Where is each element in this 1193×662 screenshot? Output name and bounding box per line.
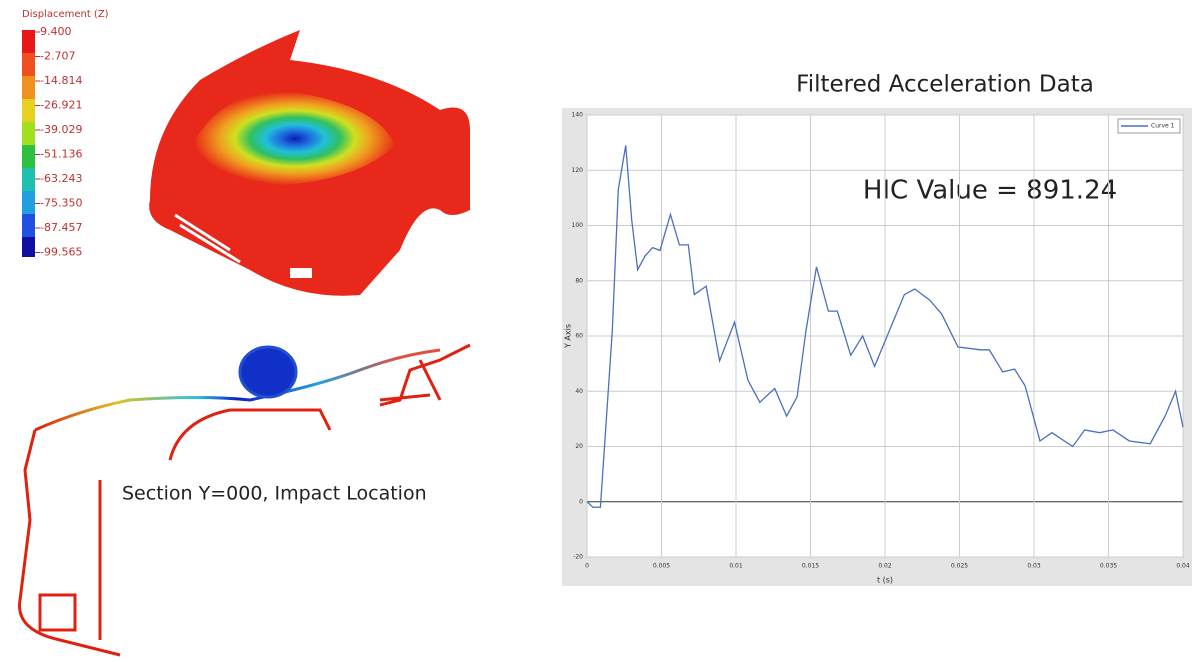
x-tick-label: 0.015	[802, 563, 819, 570]
legend-value: 9.400	[40, 25, 72, 38]
legend-value: -51.136	[40, 148, 82, 161]
legend-value: -39.029	[40, 123, 82, 136]
x-tick-label: 0.02	[878, 563, 892, 570]
legend-value: -99.565	[40, 246, 82, 259]
chart-title: Filtered Acceleration Data	[796, 72, 1094, 98]
contour-legend: Displacement (Z) 9.400 -2.707 -14.814 -26.9…	[22, 9, 109, 259]
legend-value: -14.814	[40, 74, 82, 87]
y-tick-label: 40	[575, 388, 583, 395]
legend-value: -26.921	[40, 99, 82, 112]
caption: Section Y=000, Impact Location	[122, 483, 427, 505]
x-tick-label: 0.03	[1027, 563, 1041, 570]
y-tick-label: 60	[575, 333, 583, 340]
x-tick-label: 0.035	[1100, 563, 1117, 570]
x-tick-label: 0.005	[653, 563, 670, 570]
legend-value: -63.243	[40, 172, 82, 185]
legend-value: -87.457	[40, 221, 82, 234]
y-tick-label: 140	[572, 112, 584, 119]
y-tick-label: 100	[572, 222, 584, 229]
y-tick-label: 120	[572, 167, 584, 174]
legend-value: -75.350	[40, 197, 82, 210]
legend-title: Displacement (Z)	[22, 9, 109, 20]
annotation: HIC Value = 891.24	[863, 176, 1117, 206]
y-axis-label: Y Axis	[564, 324, 573, 349]
y-tick-label: 80	[575, 277, 583, 284]
x-tick-label: 0.01	[729, 563, 743, 570]
x-tick-label: 0.025	[951, 563, 968, 570]
x-tick-label: 0.04	[1176, 563, 1190, 570]
y-tick-label: 20	[575, 443, 583, 450]
x-axis-label: t (s)	[877, 576, 893, 585]
legend-value: -2.707	[40, 50, 75, 63]
x-tick-label: 0	[585, 563, 589, 570]
y-tick-label: -20	[573, 554, 583, 561]
y-tick-label: 0	[579, 498, 583, 505]
legend-label: Curve 1	[1151, 123, 1175, 130]
car-model	[149, 30, 470, 296]
page: Displacement (Z) 9.400 -2.707 -14.814 -26.9…	[0, 0, 1193, 658]
